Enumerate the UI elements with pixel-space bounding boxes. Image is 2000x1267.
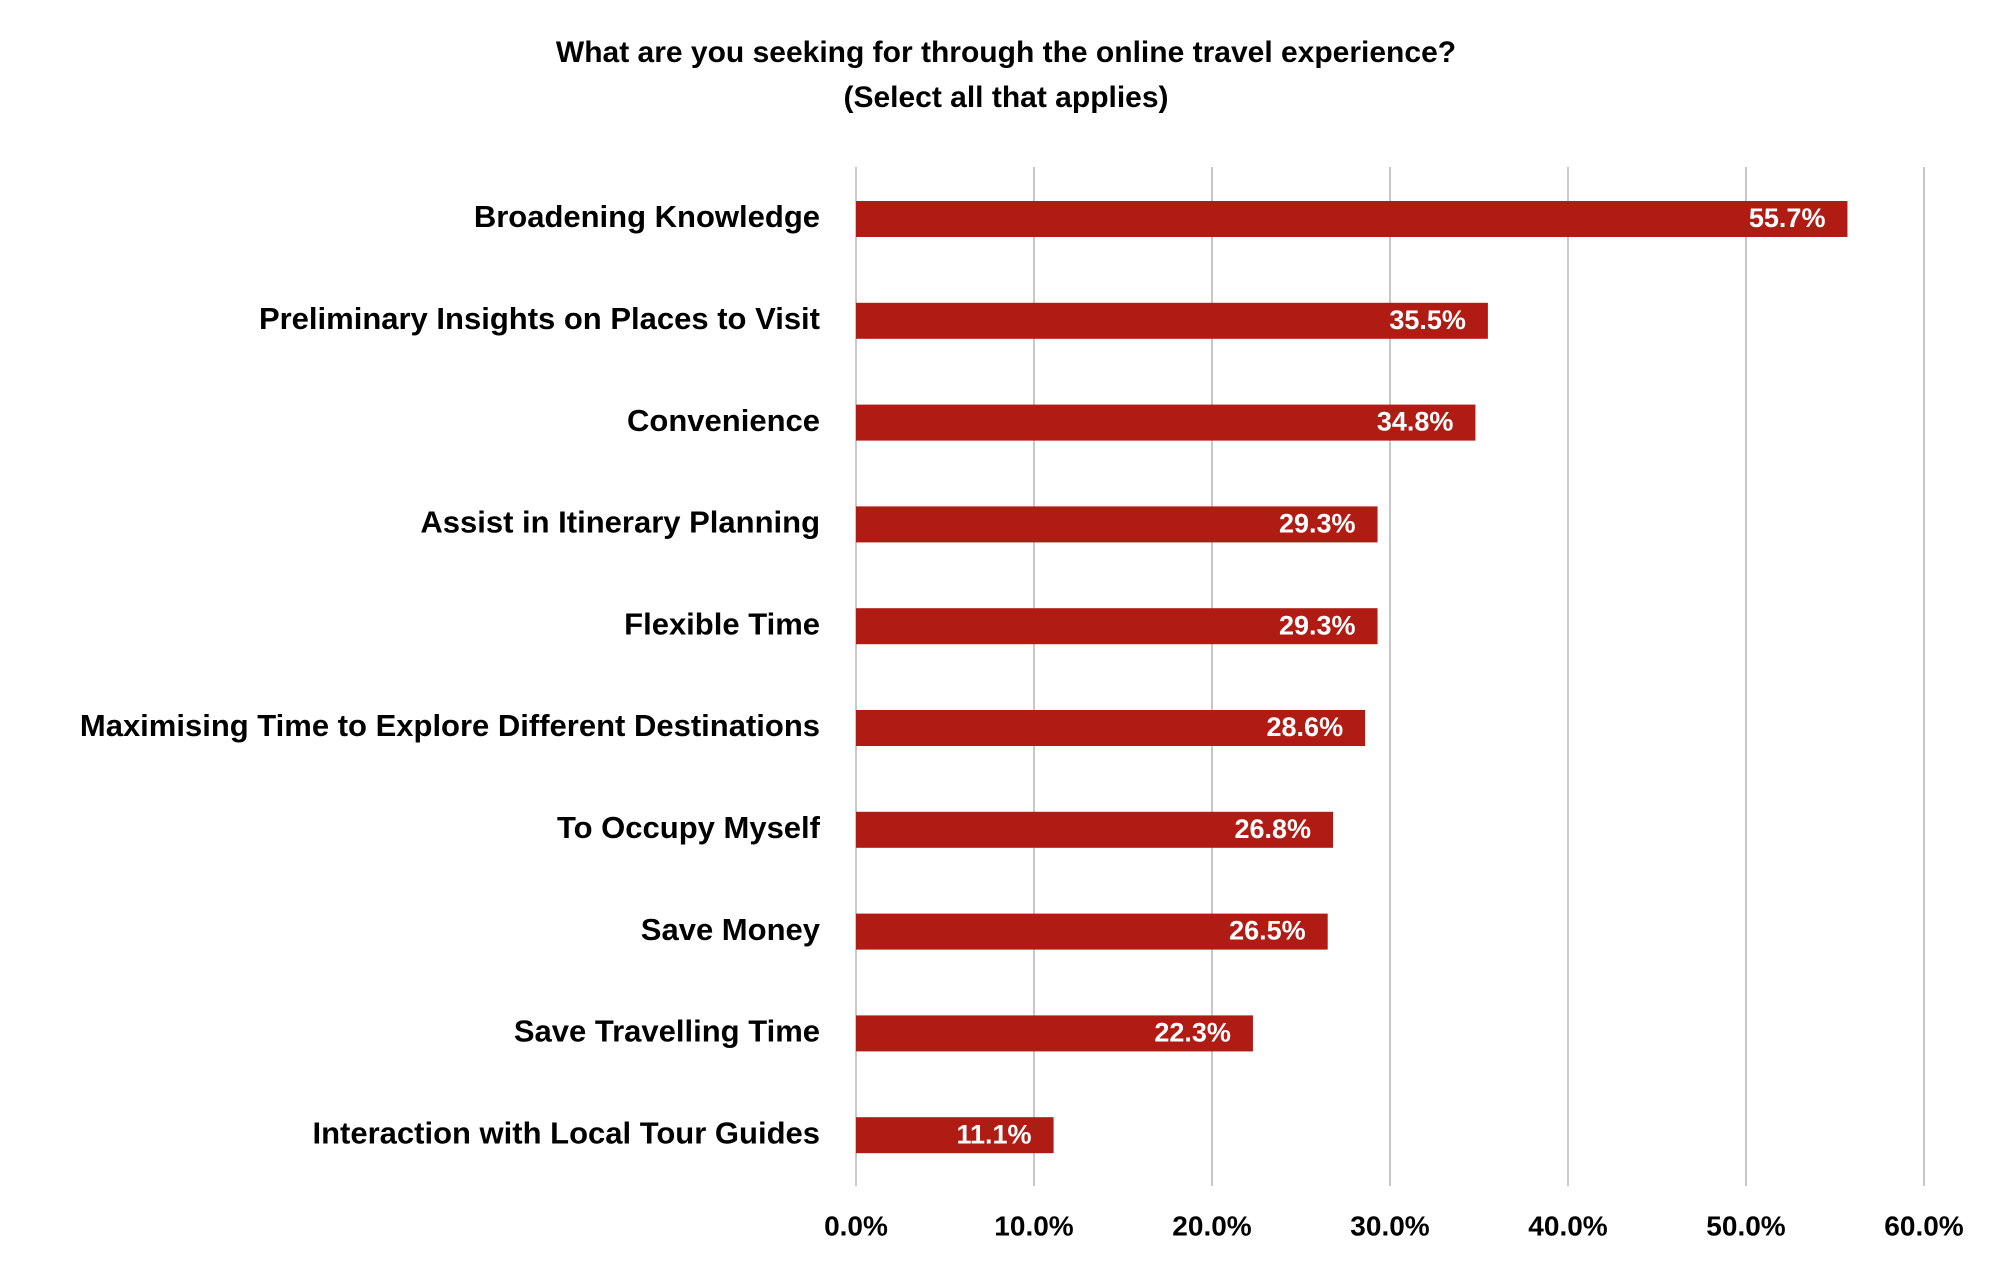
value-label: 11.1% — [957, 1119, 1032, 1149]
value-label: 22.3% — [1154, 1018, 1231, 1048]
bar — [856, 201, 1848, 237]
value-label: 26.8% — [1234, 814, 1311, 844]
value-label: 55.7% — [1749, 203, 1826, 233]
value-label: 28.6% — [1267, 712, 1344, 742]
category-label: Maximising Time to Explore Different Des… — [80, 708, 820, 743]
value-label: 29.3% — [1279, 509, 1356, 539]
value-label: 26.5% — [1229, 916, 1306, 946]
category-label: Convenience — [627, 403, 820, 438]
bar — [856, 608, 1378, 645]
x-tick-label: 50.0% — [1706, 1210, 1785, 1241]
category-label: Save Money — [641, 912, 821, 947]
category-label: Interaction with Local Tour Guides — [312, 1115, 820, 1150]
x-tick-label: 0.0% — [824, 1210, 888, 1241]
bar — [856, 1117, 1054, 1154]
bar — [856, 913, 1328, 950]
bar — [856, 506, 1378, 543]
category-label: Flexible Time — [624, 606, 820, 641]
x-tick-label: 30.0% — [1350, 1210, 1429, 1241]
category-label: Save Travelling Time — [514, 1014, 820, 1049]
value-label: 29.3% — [1279, 610, 1356, 640]
x-tick-label: 40.0% — [1528, 1210, 1607, 1241]
value-label: 35.5% — [1389, 305, 1466, 335]
chart-subtitle: (Select all that applies) — [843, 81, 1168, 114]
category-label: Broadening Knowledge — [474, 199, 820, 234]
bar — [856, 302, 1488, 339]
category-label: Assist in Itinerary Planning — [420, 505, 820, 540]
x-tick-label: 10.0% — [994, 1210, 1073, 1241]
x-tick-label: 20.0% — [1172, 1210, 1251, 1241]
bar — [856, 710, 1366, 746]
bar — [856, 404, 1476, 441]
bar — [856, 811, 1334, 848]
chart-title: What are you seeking for through the onl… — [556, 36, 1456, 69]
x-tick-label: 60.0% — [1884, 1210, 1963, 1241]
value-label: 34.8% — [1377, 407, 1454, 437]
category-label: To Occupy Myself — [557, 810, 821, 845]
bar — [856, 1015, 1253, 1052]
category-label: Preliminary Insights on Places to Visit — [259, 301, 820, 336]
